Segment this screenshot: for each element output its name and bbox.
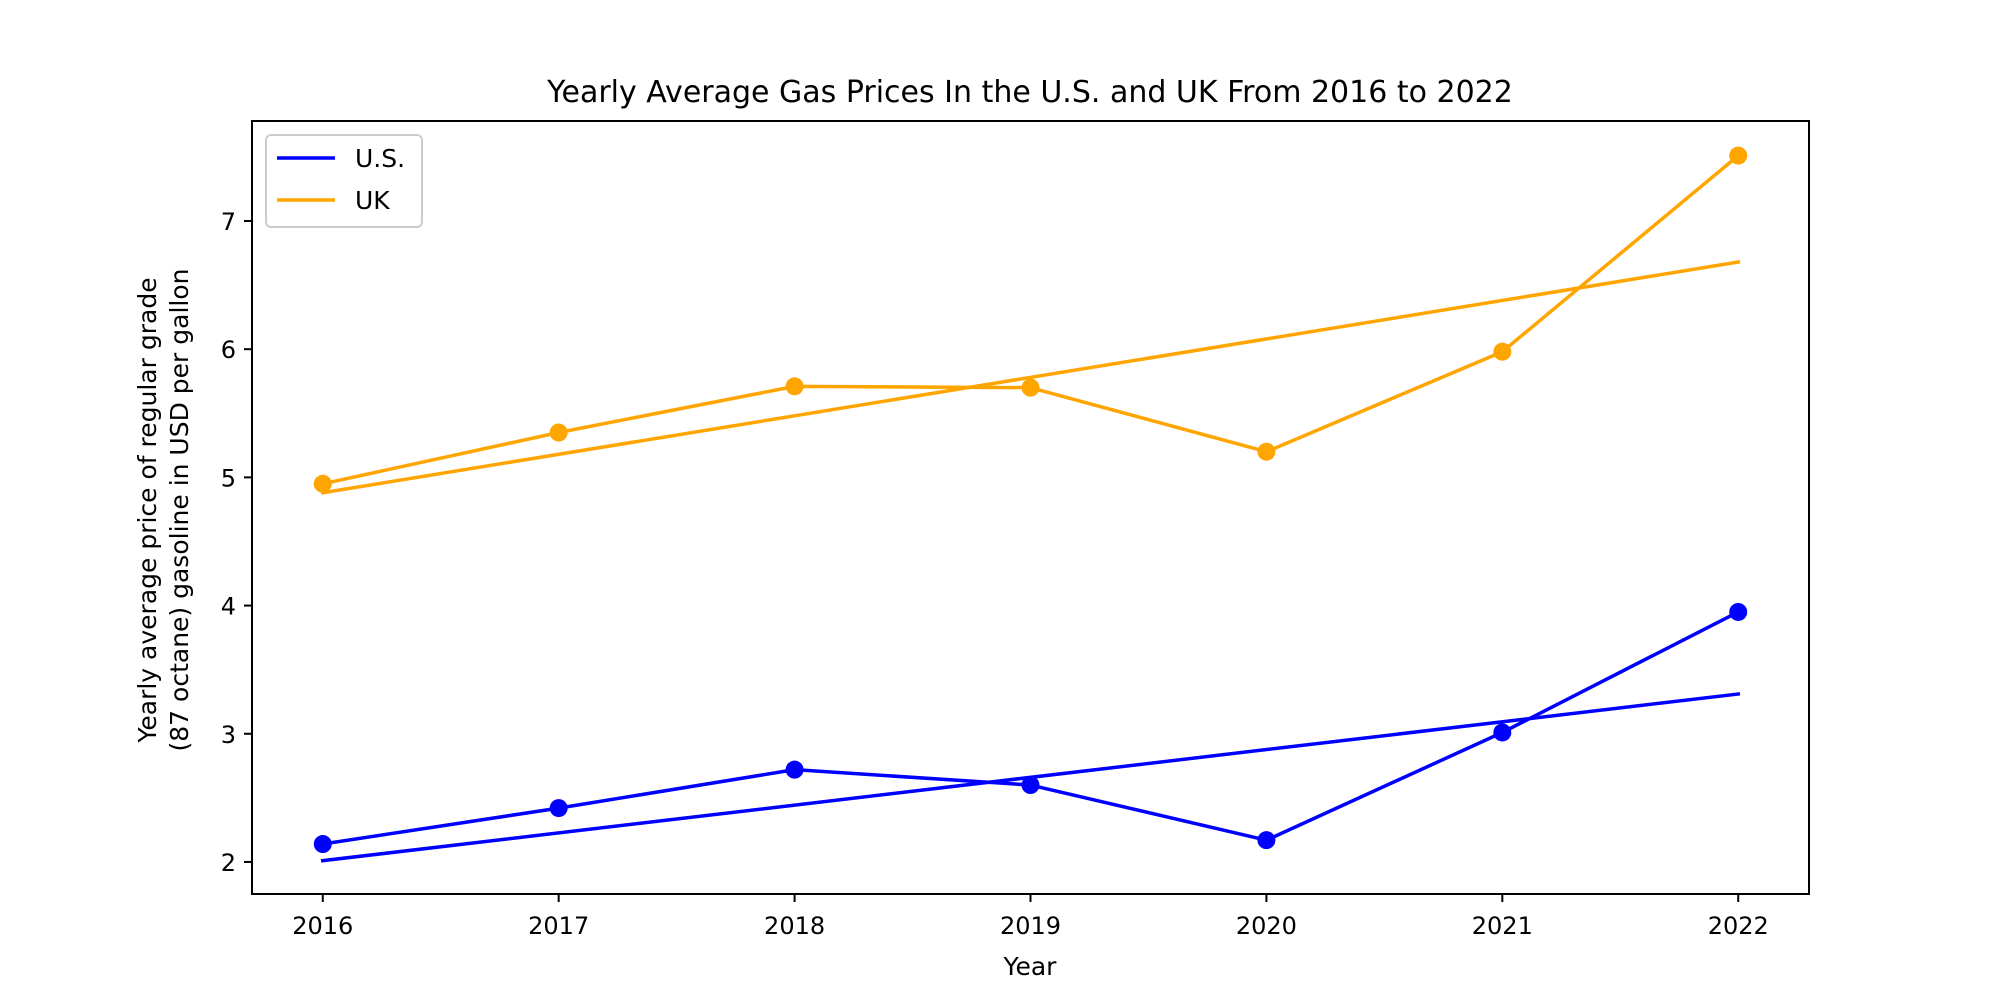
legend-uk-label: UK [355,186,390,215]
y-axis-label-line-2: (87 octane) gasoline in USD per gallon [165,269,194,752]
plot-area [313,146,1748,863]
y-tick-label-4: 4 [221,593,236,621]
series-line-uk [320,153,1741,486]
y-tick-label-2: 2 [221,849,236,877]
y-tick-label-6: 6 [221,336,236,364]
point-us-2018 [785,760,804,779]
point-uk-2022 [1729,146,1748,165]
point-us-2019 [1021,776,1040,795]
point-uk-2016 [313,474,332,493]
point-uk-2018 [785,377,804,396]
point-uk-2020 [1257,442,1276,461]
x-tick-label-2017: 2017 [528,912,589,940]
y-tick-label-7: 7 [221,208,236,236]
x-tick-label-2021: 2021 [1472,912,1533,940]
x-tick-label-2016: 2016 [292,912,353,940]
legend-us-label: U.S. [355,144,405,173]
y-tick-label-3: 3 [221,721,236,749]
x-tick-label-2018: 2018 [764,912,825,940]
point-us-2016 [313,835,332,854]
x-tick-label-2022: 2022 [1708,912,1769,940]
y-axis-label: Yearly average price of regular grade (8… [133,269,194,752]
x-axis: 2016 2017 2018 2019 2020 2021 2022 [292,894,1769,940]
y-axis: 2 3 4 5 6 7 [221,208,252,877]
trendline-uk [320,260,1741,495]
series-line-us [320,609,1741,846]
point-uk-2019 [1021,378,1040,397]
legend: U.S. UK [265,134,423,228]
x-tick-label-2020: 2020 [1236,912,1297,940]
y-axis-label-line-1: Yearly average price of regular grade [133,277,162,743]
point-us-2021 [1493,723,1512,742]
x-axis-label: Year [1003,952,1058,981]
x-tick-label-2019: 2019 [1000,912,1061,940]
y-tick-label-5: 5 [221,464,236,492]
point-uk-2017 [549,423,568,442]
point-us-2017 [549,799,568,818]
point-us-2020 [1257,831,1276,850]
point-uk-2021 [1493,342,1512,361]
chart-title: Yearly Average Gas Prices In the U.S. an… [546,75,1513,110]
point-us-2022 [1729,602,1748,621]
